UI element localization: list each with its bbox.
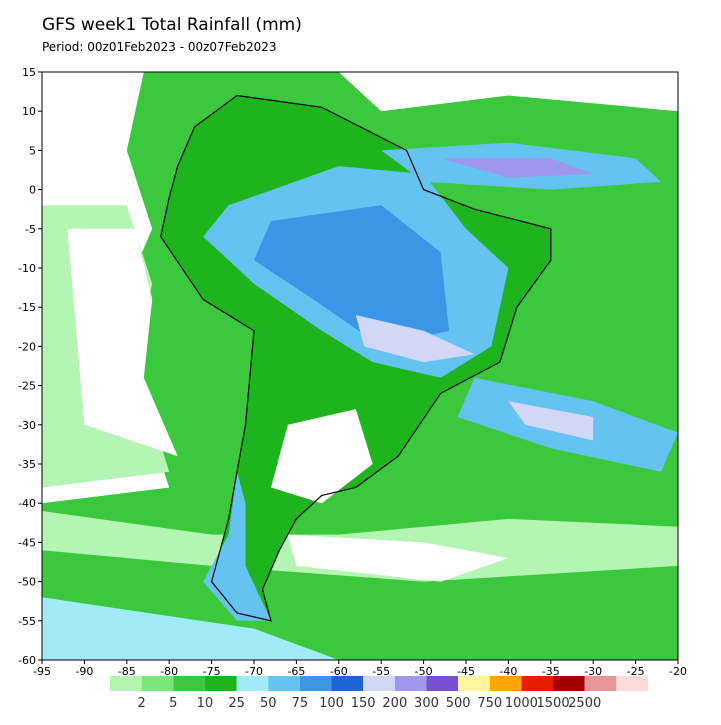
colorbar-label: 10 [197,696,214,711]
x-tick-label: -85 [118,665,136,678]
dry-atlantic [287,534,509,582]
x-tick-label: -70 [245,665,263,678]
colorbar-label: 25 [228,696,245,711]
colorbar-label: 1500 [537,696,570,711]
colorbar-swatch [458,676,490,691]
colorbar-swatch [553,676,585,691]
x-tick-label: -65 [287,665,305,678]
colorbar-swatch [268,676,300,691]
map-plot [42,72,678,660]
colorbar-swatch [204,676,237,691]
y-tick-label: -45 [18,536,36,549]
colorbar-swatch [521,676,554,691]
coastline [160,94,552,622]
colorbar-swatch [173,676,205,691]
x-tick-label: -55 [372,665,390,678]
colorbar-swatch [394,676,427,691]
south-band [42,597,339,660]
x-tick-label: -95 [33,665,51,678]
colorbar-swatch [331,676,364,691]
y-tick-label: -25 [18,380,36,393]
colorbar-label: 500 [446,696,471,711]
colorbar-swatch [616,676,648,691]
colorbar-swatch [236,676,269,691]
sacz-core [508,401,594,441]
heavy-core [355,315,475,363]
y-tick-label: -40 [18,497,36,510]
x-tick-label: -20 [669,665,687,678]
title: GFS week1 Total Rainfall (mm) [42,15,302,35]
colorbar-label: 200 [382,696,407,711]
x-tick-label: -35 [542,665,560,678]
y-tick-label: 10 [22,105,36,118]
x-tick-label: -75 [203,665,221,678]
colorbar-label: 150 [351,696,376,711]
x-tick-label: -45 [457,665,475,678]
y-tick-label: 5 [29,144,36,157]
y-tick-label: -10 [18,262,36,275]
y-tick-label: -15 [18,301,36,314]
y-tick-label: 0 [29,184,36,197]
patagonia-wet [203,471,271,621]
wet-core [254,205,449,347]
colorbar-label: 75 [292,696,309,711]
itcz-core [440,158,594,178]
colorbar-label: 5 [169,696,177,711]
subtitle: Period: 00z01Feb2023 - 00z07Feb2023 [42,40,276,54]
colorbar-swatch [489,676,522,691]
y-tick-label: -20 [18,340,36,353]
colorbar-label: 1000 [505,696,538,711]
y-tick-label: -50 [18,576,36,589]
x-tick-label: -50 [415,665,433,678]
colorbar-swatch [299,676,332,691]
x-tick-label: -90 [75,665,93,678]
y-tick-label: -30 [18,419,36,432]
colorbar-swatch [141,676,174,691]
plot-frame [41,71,679,661]
colorbar-label: 750 [477,696,502,711]
x-tick-label: -25 [627,665,645,678]
colorbar-label: 300 [414,696,439,711]
x-tick-label: -80 [160,665,178,678]
y-tick-label: -55 [18,615,36,628]
x-tick-label: -30 [584,665,602,678]
colorbar-label: 2 [138,696,146,711]
y-tick-label: -60 [18,654,36,667]
colorbar-label: 50 [260,696,277,711]
dry-core [67,228,178,457]
colorbar-swatch [363,676,395,691]
y-tick-label: -5 [25,223,36,236]
colorbar-swatch [584,676,617,691]
y-tick-label: -35 [18,458,36,471]
colorbar-label: 2500 [568,696,601,711]
colorbar-label: 100 [319,696,344,711]
y-tick-label: 15 [22,66,36,79]
dry-argentina [271,409,373,504]
colorbar-swatch [110,676,142,691]
x-tick-label: -40 [499,665,517,678]
dry-north [338,72,678,112]
x-tick-label: -60 [330,665,348,678]
colorbar-swatch [426,676,459,691]
